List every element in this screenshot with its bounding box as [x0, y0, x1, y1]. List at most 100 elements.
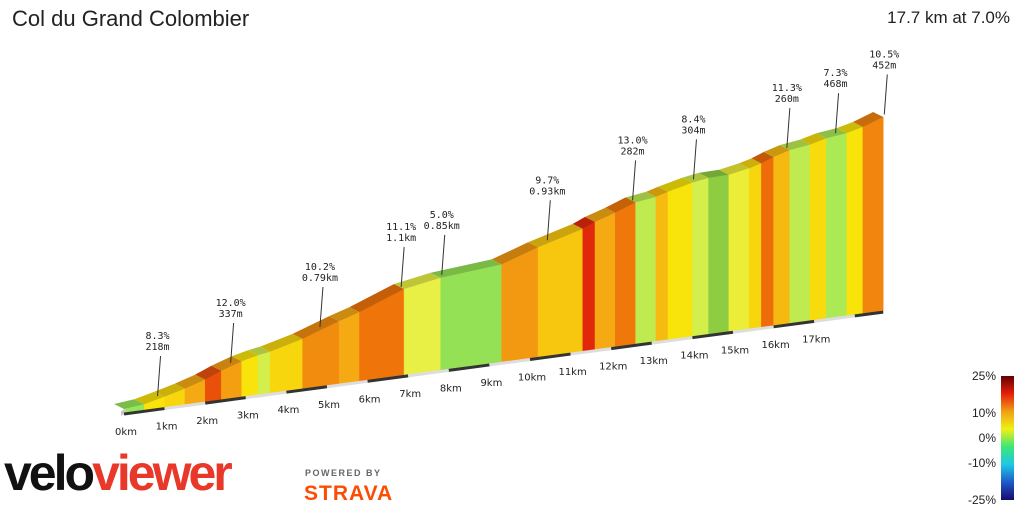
km-base-dash — [326, 379, 368, 389]
profile-segment-top — [751, 152, 774, 164]
profile-segment-face — [501, 246, 539, 363]
annotation-length: 304m — [681, 125, 705, 136]
km-tick-label: 9km — [480, 378, 502, 389]
annotation-gradient: 8.4% — [681, 114, 705, 125]
annotation-length: 468m — [824, 79, 848, 90]
annotation-leader — [883, 74, 888, 115]
km-tick-label: 10km — [518, 373, 546, 384]
profile-segment-face — [537, 228, 584, 358]
annotation-length: 1.1km — [386, 233, 416, 244]
annotation-leader — [230, 322, 235, 364]
climb-summary: 17.7 km at 7.0% — [887, 8, 1010, 27]
km-base-dash — [448, 363, 490, 372]
km-base-dash — [611, 341, 652, 351]
profile-segment-top — [211, 356, 242, 371]
annotation-leader — [835, 93, 840, 134]
annotation-leader — [546, 200, 551, 241]
km-tick-label: 1km — [156, 422, 178, 433]
km-base-dash — [164, 401, 206, 411]
profile-start-cap — [121, 409, 126, 416]
profile-segment-top — [248, 346, 271, 356]
profile-segment-top — [349, 284, 405, 313]
profile-segment-top — [682, 172, 709, 183]
km-base-dash — [245, 390, 287, 400]
annotation-leader — [157, 356, 162, 397]
profile-segment-top — [430, 259, 502, 278]
profile-segment-top — [698, 169, 729, 178]
annotation-gradient: 13.0% — [618, 135, 648, 146]
km-base-dash — [773, 319, 815, 329]
profile-segment-top — [114, 399, 145, 409]
annotation-gradient: 11.3% — [772, 83, 802, 94]
profile-segment-face — [789, 144, 811, 324]
annotation-gradient: 7.3% — [824, 68, 848, 79]
strava-logo[interactable]: STRAVA — [304, 482, 394, 505]
profile-segment-face — [655, 191, 669, 342]
km-tick-label: 6km — [359, 394, 381, 405]
km-base-dash — [692, 330, 734, 340]
km-tick-label: 2km — [196, 416, 218, 427]
profile-segment-face — [773, 149, 791, 327]
profile-segment-top — [572, 216, 595, 229]
profile-segment-top — [739, 158, 762, 169]
profile-segment-face — [615, 201, 636, 348]
profile-segment-top — [394, 272, 441, 289]
profile-segment-top — [585, 207, 616, 222]
km-base-dash — [367, 374, 409, 383]
profile-segment-top — [154, 383, 185, 397]
profile-segment-face — [667, 182, 693, 341]
km-base-dash — [205, 396, 246, 405]
legend-colour-bar — [1001, 376, 1014, 500]
annotation-leader — [786, 108, 791, 149]
logo-viewer-text: viewer — [92, 445, 233, 501]
annotation-length: 337m — [219, 309, 243, 320]
annotation-length: 0.93km — [529, 186, 565, 197]
profile-segment-face — [708, 174, 730, 335]
km-base-dash — [123, 407, 165, 416]
profile-segment-top — [134, 391, 165, 405]
profile-segment-top — [800, 133, 827, 145]
annotation-length: 260m — [775, 94, 799, 105]
annotation-length: 452m — [872, 60, 896, 71]
gradient-legend: 25% 10% 0% -10% -25% — [968, 369, 1014, 507]
profile-segment-top — [816, 128, 847, 139]
profile-segment-top — [491, 242, 539, 265]
profile-segment-top — [718, 163, 750, 175]
annotation-gradient: 9.7% — [535, 175, 559, 186]
profile-segment-face — [692, 177, 709, 337]
profile-segment-top — [605, 197, 636, 213]
km-tick-label: 17km — [802, 334, 830, 345]
veloviewer-logo[interactable]: veloviewer — [4, 445, 233, 501]
annotation-gradient: 11.1% — [386, 222, 416, 233]
profile-segment-top — [528, 223, 583, 248]
profile-segment-face — [582, 221, 596, 352]
km-base-dash — [814, 314, 855, 323]
km-tick-label: 8km — [440, 383, 462, 394]
km-tick-label: 16km — [761, 340, 789, 351]
km-tick-label: 7km — [399, 389, 421, 400]
annotation-leader — [692, 139, 697, 180]
legend-label: 10% — [972, 406, 996, 420]
km-tick-label: 14km — [680, 351, 708, 362]
legend-label: -10% — [968, 456, 996, 470]
legend-label: -25% — [968, 493, 996, 507]
annotation-length: 282m — [621, 146, 645, 157]
profile-segment-top — [625, 191, 656, 203]
profile-segment-top — [195, 365, 222, 380]
annotation-gradient: 5.0% — [430, 210, 454, 221]
km-base-dash — [286, 385, 328, 394]
profile-segment-face — [826, 132, 847, 319]
profile-segment-top — [329, 307, 360, 322]
km-tick-label: 3km — [237, 411, 259, 422]
annotation-leader — [441, 234, 446, 275]
profile-segment-face — [748, 163, 762, 330]
km-tick-label: 15km — [721, 345, 749, 356]
km-tick-label: 4km — [277, 405, 299, 416]
profile-segment-face — [761, 156, 774, 328]
km-tick-label: 5km — [318, 400, 340, 411]
annotation-length: 218m — [145, 342, 169, 353]
annotation-length: 0.85km — [424, 221, 460, 232]
profile-segment-face — [862, 116, 884, 315]
profile-segment-face — [846, 126, 864, 317]
